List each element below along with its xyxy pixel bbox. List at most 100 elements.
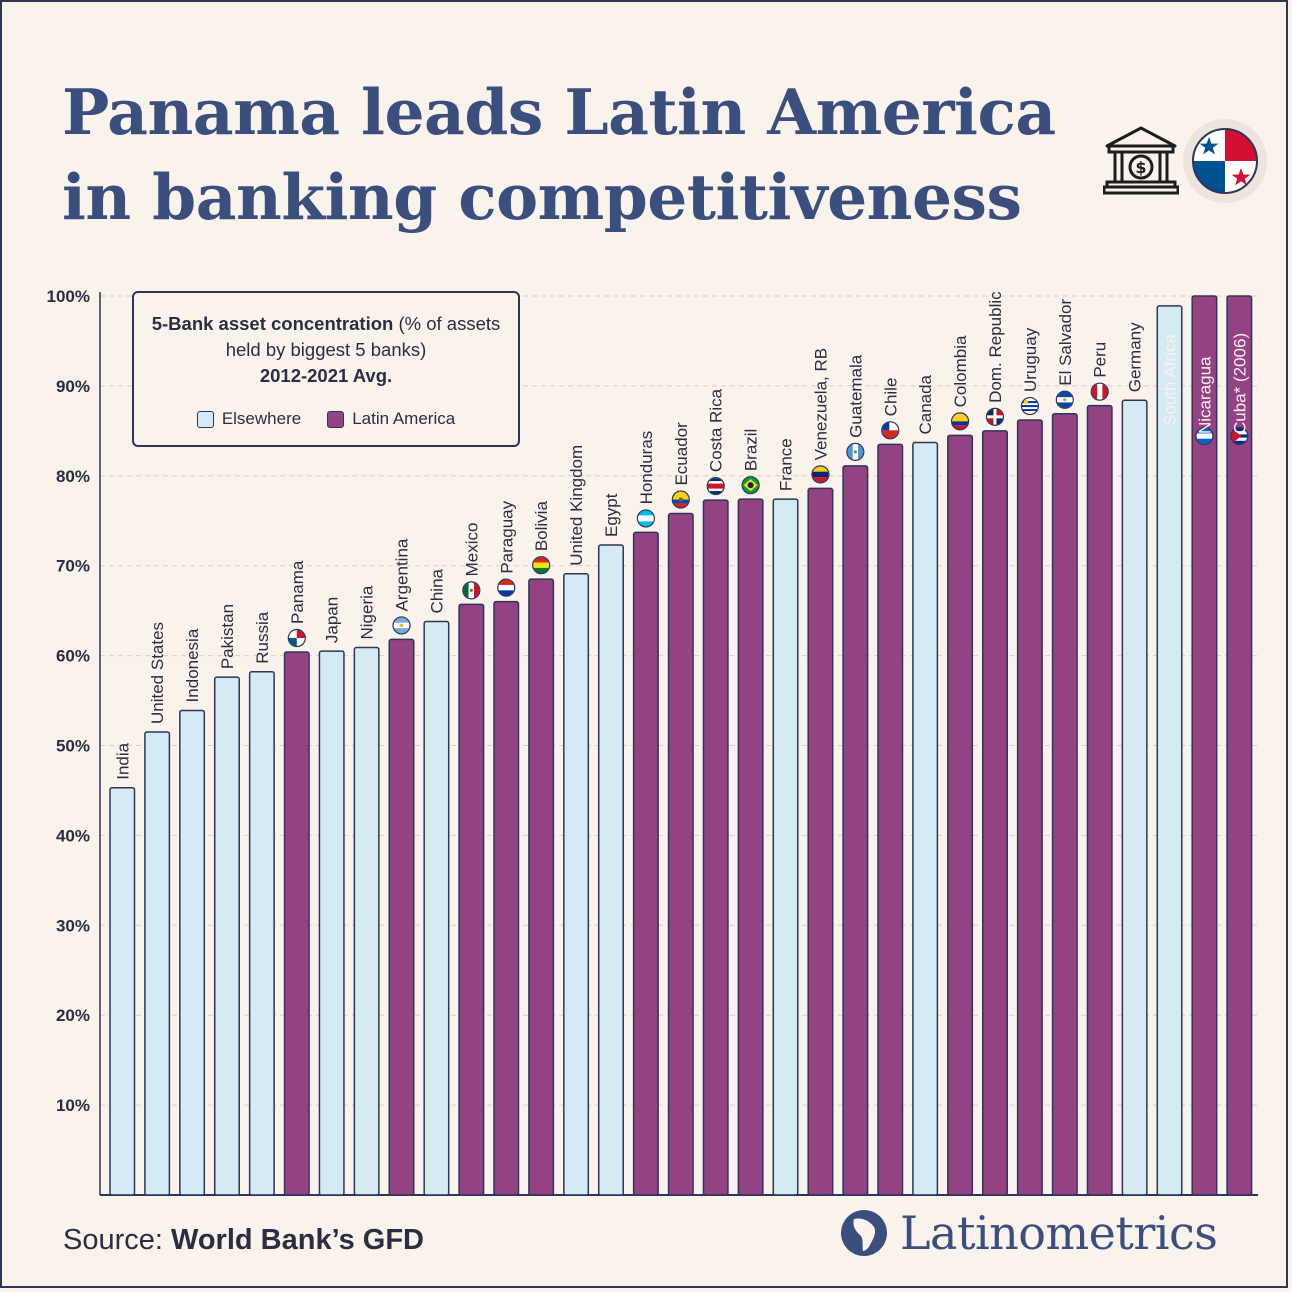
latinometrics-logo-icon xyxy=(841,1210,887,1256)
bar-venezuela-rb xyxy=(807,487,834,1196)
y-tick-label: 100% xyxy=(47,287,90,306)
bar-japan xyxy=(318,650,345,1196)
flag-uruguay-icon xyxy=(1020,396,1039,416)
legend-item-elsewhere: Elsewhere xyxy=(196,409,302,429)
bar-label: Japan xyxy=(323,597,342,643)
bar-label: Dom. Republic xyxy=(986,291,1005,403)
y-tick-label: 10% xyxy=(56,1096,90,1115)
bar-label: Nicaragua xyxy=(1195,356,1214,434)
bar-label: Peru xyxy=(1091,342,1110,378)
legend-swatch-latin-america xyxy=(327,410,345,428)
bar-honduras xyxy=(632,531,659,1196)
bar-france xyxy=(772,498,799,1196)
bar-label: Costa Rica xyxy=(707,388,726,472)
svg-text:$: $ xyxy=(1135,158,1146,177)
panama-flag-icon xyxy=(1183,119,1267,203)
bar-pakistan xyxy=(213,676,240,1196)
flag-cuba-icon xyxy=(1230,426,1249,446)
bar-germany xyxy=(1121,399,1148,1196)
bar-canada xyxy=(912,441,939,1196)
bar-argentina xyxy=(388,638,415,1196)
bar-label: Brazil xyxy=(742,429,761,472)
bank-building-dollar-icon: $ xyxy=(1103,126,1179,195)
bar-label: Guatemala xyxy=(846,354,865,438)
bar-label: Honduras xyxy=(637,431,656,505)
legend-title-bold: 5-Bank asset concentration xyxy=(151,313,394,334)
bar-label: Venezuela, RB xyxy=(811,348,830,460)
flag-bolivia-icon xyxy=(532,556,551,575)
bar-nicaragua xyxy=(1191,295,1218,1196)
bar-label: United Kingdom xyxy=(567,445,586,566)
brand-name: Latinometrics xyxy=(900,1206,1218,1260)
bar-label: El Salvador xyxy=(1056,298,1075,385)
bar-uruguay xyxy=(1016,419,1043,1196)
source-prefix: Source: xyxy=(63,1224,171,1256)
flag-nicaragua-icon xyxy=(1195,426,1214,446)
bar-china xyxy=(423,620,450,1196)
bar-peru xyxy=(1086,404,1113,1196)
bar-label: Ecuador xyxy=(672,422,691,486)
y-tick-label: 20% xyxy=(56,1006,90,1025)
bar-label: Nigeria xyxy=(358,585,377,639)
bar-label: Argentina xyxy=(393,538,412,611)
bar-label: Indonesia xyxy=(183,628,202,702)
title-line-1: Panama leads Latin America xyxy=(62,75,1056,149)
bar-cuba xyxy=(1226,295,1253,1196)
legend-label-latin-america: Latin America xyxy=(352,409,456,428)
flag-venezuela-rb-icon xyxy=(811,465,830,484)
bar-label: India xyxy=(113,742,132,779)
legend-items: Elsewhere Latin America xyxy=(134,409,518,429)
flag-mexico-icon xyxy=(462,581,481,600)
flag-panama-icon xyxy=(287,628,306,648)
flag-argentina-icon xyxy=(392,616,411,635)
y-tick-label: 50% xyxy=(56,737,90,756)
flag-colombia-icon xyxy=(950,412,970,431)
flag-paraguay-icon xyxy=(497,578,516,597)
bar-label: Bolivia xyxy=(532,501,551,552)
brand-logo: Latinometrics xyxy=(840,1206,1218,1260)
flag-chile-icon xyxy=(881,421,900,440)
bar-paraguay xyxy=(493,600,520,1196)
legend-period: 2012-2021 Avg. xyxy=(259,365,393,386)
bar-label: Colombia xyxy=(951,335,970,407)
bar-russia xyxy=(248,671,275,1196)
bar-ecuador xyxy=(667,512,694,1196)
bar-mexico xyxy=(458,603,485,1196)
bar-label: Germany xyxy=(1126,322,1145,392)
legend-title: 5-Bank asset concentration (% of assets … xyxy=(134,311,518,389)
bar-brazil xyxy=(737,498,764,1196)
bar-bolivia xyxy=(528,578,555,1196)
bar-guatemala xyxy=(842,465,869,1196)
source-note: Source: World Bank’s GFD xyxy=(63,1224,424,1257)
bar-label: Panama xyxy=(288,560,307,624)
flag-guatemala-icon xyxy=(846,442,865,462)
legend-title-rest: (% of assets held by biggest 5 banks) xyxy=(225,313,501,360)
y-tick-label: 60% xyxy=(56,647,90,666)
flag-el-salvador-icon xyxy=(1055,390,1074,409)
bar-el-salvador xyxy=(1051,413,1078,1196)
flag-ecuador-icon xyxy=(671,490,690,509)
bar-united-kingdom xyxy=(563,573,590,1196)
legend-swatch-elsewhere xyxy=(196,410,214,428)
legend-label-elsewhere: Elsewhere xyxy=(221,409,302,428)
bar-label: China xyxy=(427,568,446,613)
flag-honduras-icon xyxy=(636,509,655,528)
bar-united-states xyxy=(144,731,171,1196)
bar-label: Russia xyxy=(253,611,272,664)
bar-label: South Africa xyxy=(1161,334,1180,426)
bar-label: United States xyxy=(148,622,167,724)
bar-label: Cuba* (2006) xyxy=(1230,333,1249,434)
source-name: World Bank’s GFD xyxy=(171,1224,424,1256)
y-tick-label: 90% xyxy=(56,377,90,396)
bar-label: Mexico xyxy=(462,522,481,576)
y-tick-label: 40% xyxy=(56,826,90,845)
flag-costa-rica-icon xyxy=(706,476,725,496)
chart-legend: 5-Bank asset concentration (% of assets … xyxy=(132,291,520,447)
y-tick-label: 80% xyxy=(56,467,90,486)
bar-south-africa xyxy=(1156,305,1183,1196)
bar-india xyxy=(109,787,136,1196)
bar-dom-republic xyxy=(981,430,1008,1196)
bar-chile xyxy=(877,443,904,1196)
bar-costa-rica xyxy=(702,499,729,1196)
